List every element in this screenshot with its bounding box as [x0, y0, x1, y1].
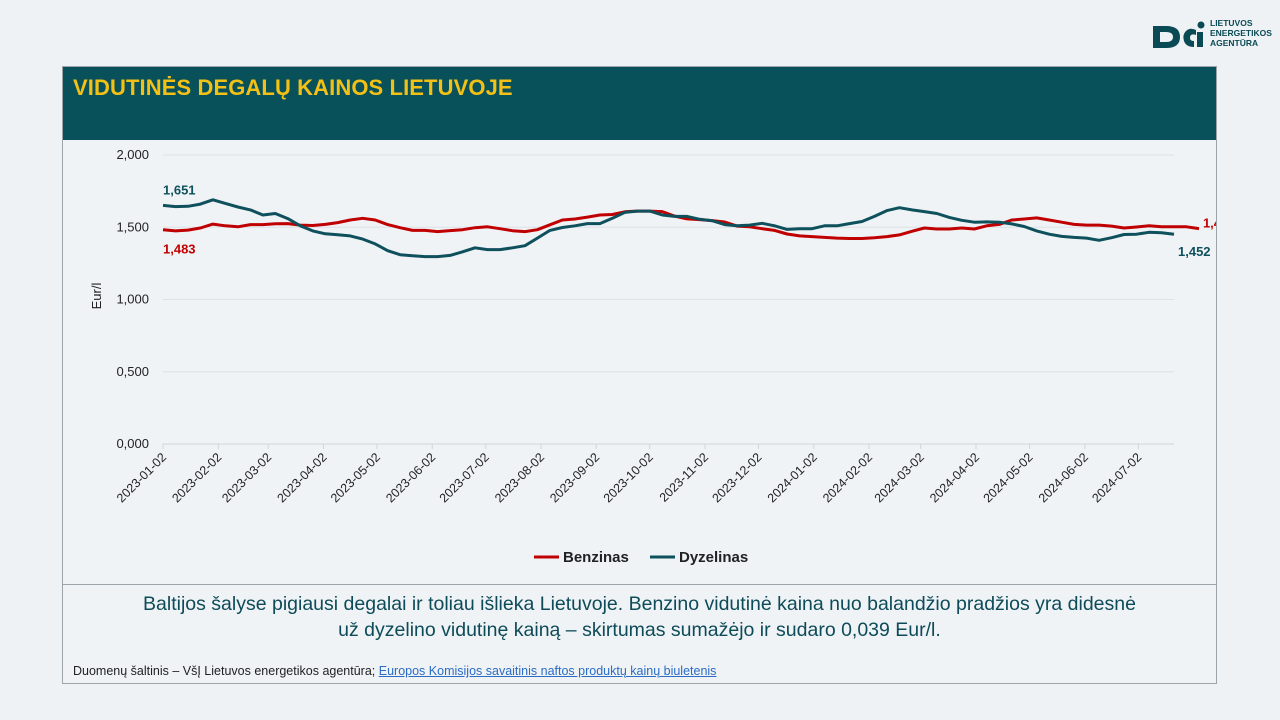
- y-tick-label: 1,500: [116, 219, 149, 234]
- x-tick-label: 2023-05-02: [328, 450, 383, 505]
- x-tick-label: 2023-03-02: [219, 450, 274, 505]
- x-tick-label: 2023-06-02: [383, 450, 438, 505]
- y-axis-label: Eur/l: [89, 283, 104, 310]
- x-tick-label: 2023-02-02: [169, 450, 224, 505]
- x-tick-label: 2024-07-02: [1089, 450, 1144, 505]
- page-title: VIDUTINĖS DEGALŲ KAINOS LIETUVOJE: [73, 75, 513, 100]
- source-prefix: Duomenų šaltinis – VšĮ Lietuvos energeti…: [73, 664, 376, 678]
- x-tick-label: 2023-12-02: [709, 450, 764, 505]
- logo-line-1: LIETUVOS: [1210, 18, 1253, 28]
- y-tick-label: 2,000: [116, 147, 149, 162]
- y-tick-label: 0,000: [116, 436, 149, 451]
- x-tick-label: 2023-09-02: [547, 450, 602, 505]
- series-line-dyzelinas: [162, 198, 1175, 259]
- divider: [63, 584, 1216, 585]
- x-tick-label: 2024-05-02: [981, 450, 1036, 505]
- series-lines: [162, 198, 1200, 259]
- chart-panel: VIDUTINĖS DEGALŲ KAINOS LIETUVOJE 0,000 0…: [62, 66, 1217, 684]
- summary-line-2: už dyzelino vidutinę kainą – skirtumas s…: [338, 619, 941, 641]
- summary-text: Baltijos šalyse pigiausi degalai ir toli…: [63, 591, 1216, 643]
- source-note: Duomenų šaltinis – VšĮ Lietuvos energeti…: [73, 664, 716, 678]
- summary-line-1: Baltijos šalyse pigiausi degalai ir toli…: [143, 593, 1136, 615]
- y-tick-label: 0,500: [116, 364, 149, 379]
- source-link[interactable]: Europos Komisijos savaitinis naftos prod…: [378, 664, 717, 678]
- agency-logo-icon: [1153, 21, 1205, 48]
- x-tick-label: 2023-11-02: [657, 450, 711, 504]
- x-tick-label: 2024-04-02: [927, 450, 982, 505]
- end-value-label: 1,491: [1203, 216, 1216, 231]
- x-tick-label: 2023-10-02: [601, 450, 656, 505]
- fuel-price-chart: 0,000 0,500 1,000 1,500 2,000 Eur/l 2023-01-…: [89, 147, 1216, 566]
- start-value-label: 1,483: [163, 242, 196, 257]
- chart-legend: Benzinas Dyzelinas: [534, 549, 748, 566]
- end-value-label: 1,452: [1178, 244, 1211, 259]
- x-tick-label: 2024-06-02: [1036, 450, 1091, 505]
- y-tick-label: 1,000: [116, 292, 149, 307]
- end-labels: 1,483 1,491 1,651 1,452: [163, 182, 1216, 259]
- agency-logo-text: LIETUVOS ENERGETIKOS AGENTŪRA: [1210, 18, 1272, 48]
- y-axis-ticks: 0,000 0,500 1,000 1,500 2,000: [116, 147, 149, 451]
- legend-label-benzinas: Benzinas: [563, 549, 629, 566]
- x-tick-label: 2023-07-02: [437, 450, 492, 505]
- x-tick-label: 2024-03-02: [872, 450, 927, 505]
- x-tick-label: 2023-04-02: [275, 450, 330, 505]
- start-value-label: 1,651: [163, 182, 196, 197]
- gridlines: [163, 154, 1174, 373]
- logo-line-2: ENERGETIKOS: [1210, 28, 1272, 38]
- x-tick-label: 2024-01-02: [765, 450, 820, 505]
- panel-header: VIDUTINĖS DEGALŲ KAINOS LIETUVOJE: [63, 67, 1216, 140]
- logo-line-3: AGENTŪRA: [1210, 38, 1259, 48]
- x-tick-label: 2023-01-02: [114, 450, 169, 505]
- agency-logo: LIETUVOS ENERGETIKOS AGENTŪRA: [1150, 18, 1275, 52]
- x-tick-label: 2024-02-02: [820, 450, 875, 505]
- x-tick-label: 2023-08-02: [492, 450, 547, 505]
- legend-label-dyzelinas: Dyzelinas: [679, 549, 748, 566]
